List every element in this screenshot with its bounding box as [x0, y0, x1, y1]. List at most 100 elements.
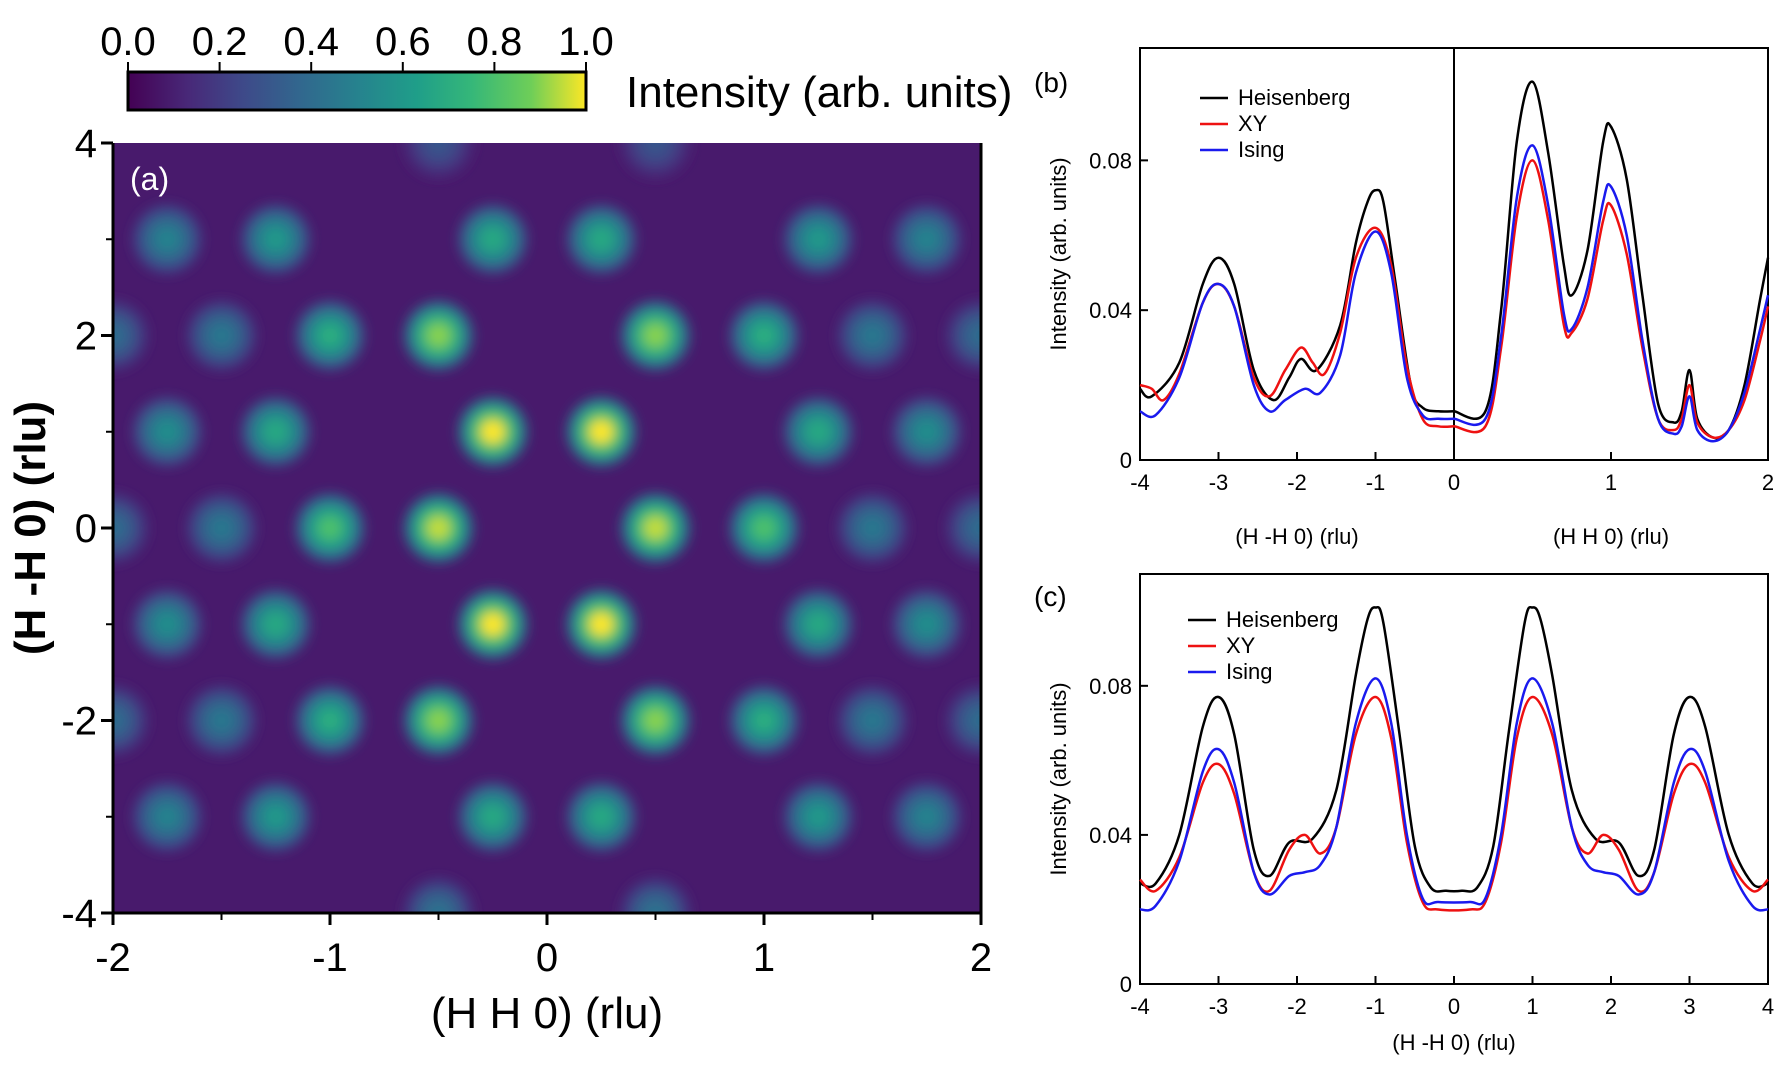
legend-label-xy: XY — [1226, 633, 1256, 658]
heatmap-peak-core — [860, 516, 885, 540]
heatmap-peak-core — [860, 323, 885, 348]
series-line-ising — [1453, 144, 1770, 443]
panel-b-ylabel: Intensity (arb. units) — [1046, 157, 1071, 350]
heatmap-peak-core — [969, 323, 981, 348]
panel-a-ytick-label: 4 — [75, 122, 97, 166]
heatmap-peak-core — [860, 708, 885, 733]
legend-label-xy: XY — [1238, 111, 1268, 136]
heatmap-peak-core — [480, 227, 505, 252]
heatmap-peak-core — [806, 612, 831, 637]
legend-label-ising: Ising — [1226, 659, 1272, 684]
panel-b-right-xtick-label: 1 — [1605, 470, 1617, 495]
heatmap-peak-core — [643, 143, 668, 155]
heatmap-peak-core — [263, 612, 288, 637]
panel-a-ytick-label: -2 — [61, 700, 97, 744]
heatmap-peak-core — [480, 804, 505, 829]
heatmap-peak-core — [318, 323, 342, 348]
legend-label-heisenberg: Heisenberg — [1238, 85, 1351, 110]
panel-c: -4 -3 -2 -1 0 1 2 3 400.040.08HeisenbergXYIsing … — [1034, 573, 1774, 1055]
heatmap-peak-core — [752, 516, 776, 540]
heatmap-peak-core — [589, 227, 614, 252]
heatmap-peak-core — [969, 516, 981, 540]
panel-b-left-xtick-label: -3 — [1209, 470, 1229, 495]
panel-c-xtick-label: -1 — [1366, 994, 1386, 1019]
series-line-xy — [1453, 159, 1770, 440]
panel-c-xtick-label: 0 — [1448, 994, 1460, 1019]
panel-c-xtick-label: 4 — [1762, 994, 1774, 1019]
heatmap-peak-core — [914, 227, 939, 252]
heatmap-peak-core — [643, 323, 668, 348]
heatmap-peak-core — [480, 419, 505, 444]
heatmap-peak-core — [155, 419, 180, 444]
heatmap-peak-core — [589, 804, 614, 829]
panel-b-left-xtick-label: -4 — [1130, 470, 1150, 495]
heatmap-peak-core — [643, 708, 668, 733]
heatmap-peak-core — [589, 612, 614, 637]
heatmap-peak-core — [806, 804, 831, 829]
heatmap-peak-core — [914, 612, 939, 637]
heatmap-peak-core — [209, 516, 234, 540]
panel-b-right-xlabel: (H H 0) (rlu) — [1553, 524, 1669, 549]
panel-a-ylabel: (H -H 0) (rlu) — [6, 401, 55, 655]
panel-a-label: (a) — [130, 161, 169, 197]
heatmap-peak-core — [155, 612, 180, 637]
heatmap-peak-core — [643, 516, 668, 540]
panel-a-xtick-label: -1 — [312, 936, 348, 980]
panel-c-xtick-label: -3 — [1209, 994, 1229, 1019]
heatmap-peak-core — [643, 901, 668, 913]
panel-b-left-xtick-label: -1 — [1366, 470, 1386, 495]
series-line-heisenberg — [1139, 605, 1769, 893]
panel-c-label: (c) — [1034, 581, 1067, 612]
heatmap-peak-core — [806, 227, 831, 252]
series-line-xy — [1139, 226, 1455, 429]
heatmap-peak-core — [155, 804, 180, 829]
colorbar: 0.0 0.2 0.4 0.6 0.8 1.0 Intensity (arb. units… — [100, 20, 1012, 117]
heatmap-background — [113, 143, 981, 913]
panel-a-ytick-label: -4 — [61, 892, 97, 936]
heatmap-peak-core — [318, 708, 342, 733]
heatmap-peak-core — [113, 708, 125, 733]
panel-b-left-xlabel: (H -H 0) (rlu) — [1235, 524, 1358, 549]
panel-b-label: (b) — [1034, 67, 1068, 98]
colorbar-tick-label: 0.2 — [192, 20, 248, 64]
heatmap-peak-core — [914, 804, 939, 829]
heatmap-peak-core — [426, 516, 451, 540]
panel-b-right-xtick-label: 2 — [1762, 470, 1774, 495]
heatmap-peak-core — [263, 227, 288, 252]
heatmap-peak-core — [113, 516, 125, 540]
panel-a-xtick-label: 0 — [536, 936, 558, 980]
heatmap-peak-core — [113, 323, 125, 348]
colorbar-label: Intensity (arb. units) — [626, 68, 1012, 117]
heatmap-peak-core — [426, 901, 451, 913]
heatmap-peak-core — [480, 612, 505, 637]
heatmap-peak-core — [155, 227, 180, 252]
heatmap-peak-core — [752, 708, 776, 733]
colorbar-tick-label: 0.8 — [467, 20, 523, 64]
panel-c-xtick-label: -2 — [1287, 994, 1307, 1019]
colorbar-tick-label: 1.0 — [558, 20, 614, 64]
heatmap-peak-core — [752, 323, 776, 348]
series-line-ising — [1139, 230, 1455, 421]
panel-a-ytick-label: 0 — [75, 507, 97, 551]
panel-b-ytick-label: 0 — [1120, 448, 1132, 473]
heatmap-peak-core — [914, 419, 939, 444]
heatmap-peak-core — [426, 708, 451, 733]
panel-a-xtick-label: 1 — [753, 936, 775, 980]
heatmap-peak-core — [806, 419, 831, 444]
panel-c-xtick-label: 2 — [1605, 994, 1617, 1019]
panel-a-xlabel: (H H 0) (rlu) — [431, 989, 663, 1038]
heatmap-peak-core — [209, 323, 234, 348]
heatmap-peak-core — [318, 516, 342, 540]
heatmap-peak-core — [589, 419, 614, 444]
panel-b-ytick-label: 0.04 — [1089, 298, 1132, 323]
heatmap-peak-core — [969, 708, 981, 733]
panel-a-xtick-label: -2 — [95, 936, 131, 980]
panel-a-ytick-label: 2 — [75, 315, 97, 359]
panel-c-ylabel: Intensity (arb. units) — [1046, 682, 1071, 875]
panel-b-right-xtick-label: 0 — [1448, 470, 1460, 495]
panel-c-xtick-label: 3 — [1683, 994, 1695, 1019]
panel-c-ytick-label: 0.04 — [1089, 823, 1132, 848]
